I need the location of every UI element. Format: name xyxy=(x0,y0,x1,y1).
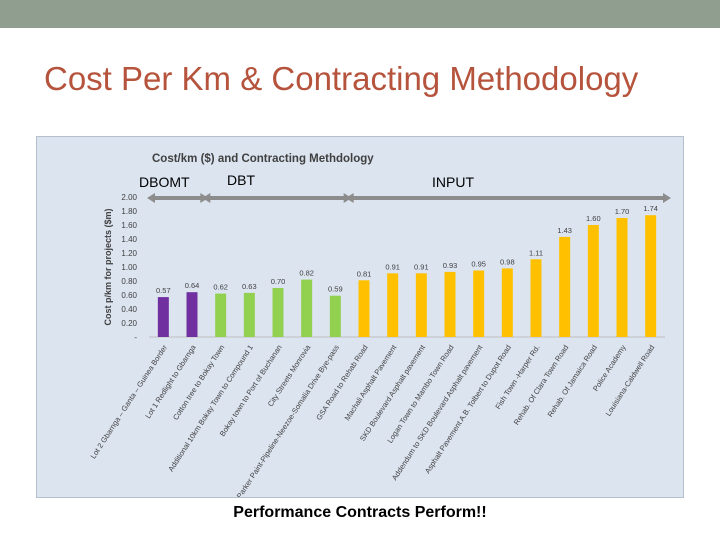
arrow-head-left xyxy=(147,193,155,203)
data-label: 0.70 xyxy=(271,277,286,286)
bar xyxy=(444,271,456,337)
y-tick-label: 1.40 xyxy=(121,235,137,244)
data-label: 0.62 xyxy=(213,283,228,292)
data-label: 0.64 xyxy=(185,281,200,290)
y-tick-label: 2.00 xyxy=(121,193,137,202)
bar xyxy=(645,215,657,337)
data-label: 1.74 xyxy=(643,204,658,213)
bar xyxy=(415,273,427,337)
category-label: Lot 1 Redlight to Gbarnga xyxy=(143,343,198,421)
bar xyxy=(186,292,198,337)
data-label: 0.93 xyxy=(443,261,458,270)
y-tick-label: 1.60 xyxy=(121,221,137,230)
top-bar xyxy=(0,0,720,28)
bar xyxy=(501,268,513,337)
y-tick-label: 1.80 xyxy=(121,207,137,216)
y-tick-label: 0.20 xyxy=(121,319,137,328)
bar xyxy=(530,259,542,337)
bar xyxy=(559,236,571,337)
y-tick-label: 1.00 xyxy=(121,263,137,272)
category-label: GSA Road to Rehab Road xyxy=(314,343,369,422)
slide-title: Cost Per Km & Contracting Methodology xyxy=(44,60,639,97)
bar xyxy=(329,295,341,337)
bar xyxy=(587,225,599,337)
category-label: Cotton tree to Bokay Town xyxy=(171,343,226,422)
bar xyxy=(473,270,485,337)
bar xyxy=(358,280,370,337)
y-tick-label: - xyxy=(134,333,137,342)
bar-chart: Cost/km ($) and Contracting Methdology Co… xyxy=(89,153,671,497)
arrow-head-left xyxy=(345,193,354,203)
bar xyxy=(157,297,169,337)
y-tick-label: 1.20 xyxy=(121,249,137,258)
group-label-dbt: DBT xyxy=(227,172,255,188)
y-axis-label: Cost p/km for projects ($m) xyxy=(103,208,113,325)
y-tick-label: 0.60 xyxy=(121,291,137,300)
bar xyxy=(387,273,399,337)
y-tick-label: 0.40 xyxy=(121,305,137,314)
data-label: 0.81 xyxy=(357,269,372,278)
data-label: 0.57 xyxy=(156,286,171,295)
group-label-input: INPUT xyxy=(432,174,474,190)
category-label: Machali Asphalt Pavement xyxy=(343,342,399,422)
chart-title: Cost/km ($) and Contracting Methdology xyxy=(152,153,374,165)
data-label: 1.70 xyxy=(615,207,630,216)
data-label: 0.59 xyxy=(328,285,343,294)
data-label: 0.82 xyxy=(299,269,314,278)
category-label: Rehab. Of Jamaica Road xyxy=(546,343,599,419)
data-label: 0.91 xyxy=(414,262,429,271)
category-label: Louisiana-Caldwell Road xyxy=(604,343,657,417)
category-label: Parker Paint-Pipeline-Neezoe-Somalia Dri… xyxy=(235,343,341,497)
data-label: 0.98 xyxy=(500,257,515,266)
chart-panel: Cost/km ($) and Contracting Methdology Co… xyxy=(36,136,684,498)
bar xyxy=(272,288,284,337)
category-label: Rehab. Of Clara Town Road xyxy=(512,343,571,426)
data-label: 0.91 xyxy=(385,262,400,271)
group-label-dbomt: DBOMT xyxy=(139,174,190,190)
slide-caption: Performance Contracts Perform!! xyxy=(233,504,487,521)
data-label: 1.43 xyxy=(557,226,572,235)
arrow-head-right xyxy=(663,193,671,203)
bar xyxy=(215,293,227,337)
y-tick-label: 0.80 xyxy=(121,277,137,286)
bar xyxy=(243,292,255,337)
arrow-head-left xyxy=(202,193,211,203)
data-label: 0.95 xyxy=(471,260,486,269)
bar xyxy=(301,279,313,337)
data-label: 1.11 xyxy=(529,248,543,257)
data-label: 0.63 xyxy=(242,282,257,291)
data-label: 1.60 xyxy=(586,214,601,223)
bar xyxy=(616,218,628,337)
